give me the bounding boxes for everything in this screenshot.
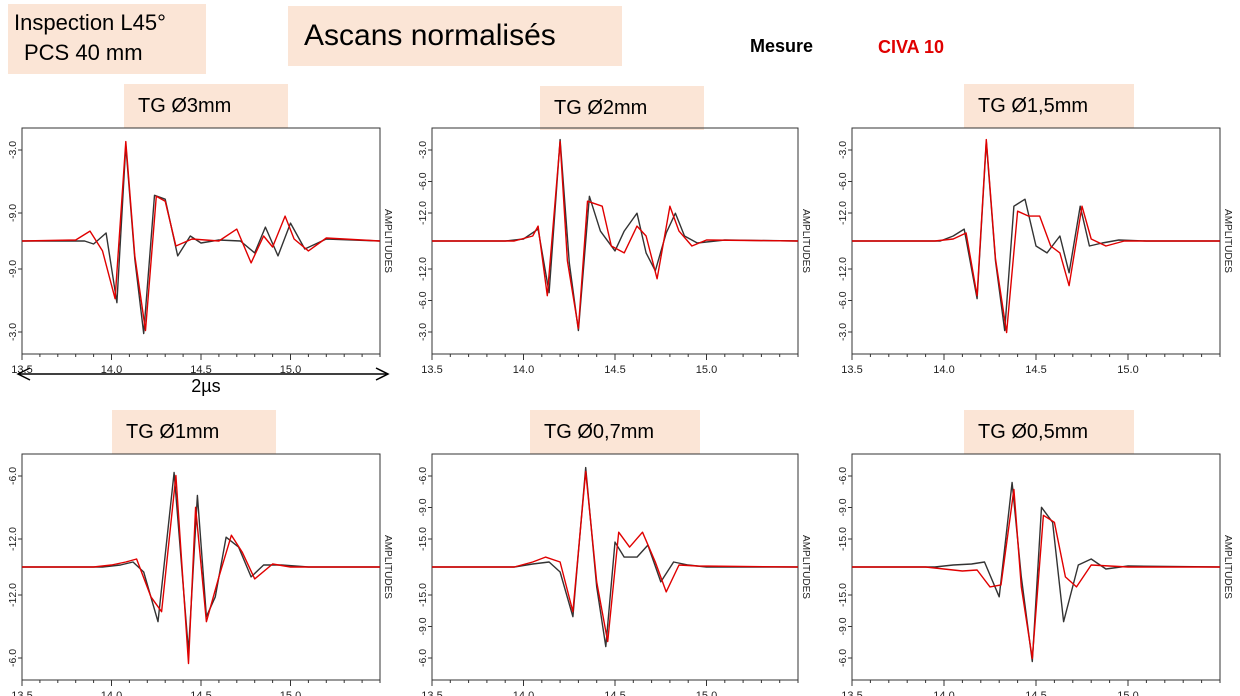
y-tick-label: -6.0 [7, 467, 19, 485]
y-tick-label: -12.0 [7, 583, 19, 607]
x-tick-label: 15.0 [696, 690, 717, 696]
y-axis-label: AMPLITUDES [382, 535, 393, 599]
y-tick-label: -15.0 [417, 527, 429, 551]
y-tick-label: -9.0 [837, 617, 849, 635]
series-line-mesure [432, 138, 799, 332]
duration-label: 2µs [191, 376, 220, 396]
x-tick-label: 13.5 [421, 364, 442, 376]
y-tick-label: -3.0 [837, 323, 849, 341]
ascan-plot-5: 13.5 14.0 14.5 15.0 -6.0 -9.0 -15.0 -15.0 -9.0 -6… [417, 453, 811, 696]
y-tick-label: -9.0 [417, 498, 429, 516]
y-tick-label: -15.0 [837, 527, 849, 551]
y-axis-label: AMPLITUDES [800, 209, 811, 273]
y-axis-label: AMPLITUDES [1222, 209, 1233, 273]
y-axis-label: AMPLITUDES [800, 535, 811, 599]
x-tick-label: 14.5 [1025, 364, 1046, 376]
x-tick-label: 14.0 [933, 690, 954, 696]
x-tick-label: 14.5 [604, 364, 625, 376]
series-line-civa [22, 474, 380, 665]
y-tick-label: -3.0 [7, 141, 19, 159]
plot-title-6: TG Ø0,5mm [964, 410, 1134, 454]
page-title: Ascans normalisés [288, 6, 622, 66]
series-line-civa [432, 140, 799, 330]
arrow-head-right [375, 367, 390, 381]
x-tick-label: 15.0 [280, 690, 301, 696]
x-tick-label: 15.0 [1117, 690, 1138, 696]
x-tick-label: 14.0 [101, 364, 122, 376]
y-tick-label: -9.0 [417, 617, 429, 635]
plot-title-3: TG Ø1,5mm [964, 84, 1134, 128]
y-tick-label: -6.0 [837, 467, 849, 485]
x-tick-label: 15.0 [1117, 364, 1138, 376]
arrow-head-left [16, 367, 31, 381]
series-line-civa [852, 488, 1220, 660]
x-tick-label: 14.5 [1025, 690, 1046, 696]
y-tick-label: -6.0 [7, 649, 19, 667]
inspection-line2: PCS 40 mm [24, 40, 143, 65]
x-tick-label: 14.0 [513, 690, 534, 696]
series-line-civa [852, 138, 1220, 334]
legend-measure: Mesure [750, 36, 814, 56]
series-line-mesure [432, 466, 798, 648]
x-tick-label: 14.5 [604, 690, 625, 696]
plot-title-5: TG Ø0,7mm [530, 410, 700, 454]
y-tick-label: -6.0 [837, 649, 849, 667]
ascan-plot-3: 13.5 14.0 14.5 15.0 -3.0 -6.0 -12.0 -12.0 -6.0 -3… [837, 127, 1233, 376]
y-axis-label: AMPLITUDES [1222, 535, 1233, 599]
y-tick-label: -15.0 [417, 583, 429, 607]
series-line-mesure [22, 471, 380, 653]
y-tick-label: -3.0 [417, 323, 429, 341]
ascan-plot-1: 13.5 14.0 14.5 15.0 -3.0 -9.0 -9.0 -3.0 AMPLITUD… [7, 127, 393, 376]
x-tick-label: 14.0 [513, 364, 534, 376]
y-tick-label: -9.0 [7, 260, 19, 278]
x-tick-label: 13.5 [11, 690, 32, 696]
x-tick-label: 14.0 [101, 690, 122, 696]
x-tick-label: 13.5 [421, 690, 442, 696]
series-line-mesure [852, 481, 1221, 663]
x-tick-label: 14.0 [933, 364, 954, 376]
y-axis-label: AMPLITUDES [382, 209, 393, 273]
y-tick-label: -6.0 [417, 291, 429, 309]
x-tick-label: 13.5 [11, 364, 32, 376]
y-tick-label: -12.0 [7, 527, 19, 551]
y-tick-label: -6.0 [837, 172, 849, 190]
ascan-plot-6: 13.5 14.0 14.5 15.0 -6.0 -9.0 -15.0 -15.0 -9.0 -6… [837, 453, 1233, 696]
plot-title-1: TG Ø3mm [124, 84, 288, 128]
duration-arrow: 2µs [16, 367, 390, 396]
y-tick-label: -12.0 [837, 201, 849, 225]
y-tick-label: -3.0 [7, 323, 19, 341]
y-tick-label: -6.0 [417, 172, 429, 190]
inspection-label: Inspection L45° PCS 40 mm [8, 4, 206, 74]
y-tick-label: -6.0 [417, 649, 429, 667]
x-tick-label: 13.5 [841, 690, 862, 696]
plot-title-2: TG Ø2mm [540, 86, 704, 130]
x-tick-label: 14.5 [190, 690, 211, 696]
y-tick-label: -6.0 [837, 291, 849, 309]
series-line-mesure [852, 140, 1220, 332]
y-tick-label: -12.0 [837, 257, 849, 281]
y-tick-label: -12.0 [417, 257, 429, 281]
y-tick-label: -3.0 [417, 141, 429, 159]
ascan-plot-4: 13.5 14.0 14.5 15.0 -6.0 -12.0 -12.0 -6.0 AMPLIT… [7, 453, 393, 696]
x-tick-label: 15.0 [280, 364, 301, 376]
y-tick-label: -9.0 [837, 498, 849, 516]
series-line-civa [432, 470, 799, 643]
plot-title-4: TG Ø1mm [112, 410, 276, 454]
y-tick-label: -9.0 [7, 204, 19, 222]
x-tick-label: 13.5 [841, 364, 862, 376]
y-tick-label: -6.0 [417, 467, 429, 485]
y-tick-label: -12.0 [417, 201, 429, 225]
ascan-plot-2: 13.5 14.0 14.5 15.0 -3.0 -6.0 -12.0 -12.0 -6.0 -3… [417, 127, 811, 376]
y-tick-label: -15.0 [837, 583, 849, 607]
inspection-line1: Inspection L45° [14, 10, 166, 35]
series-line-civa [21, 140, 381, 332]
legend-civa: CIVA 10 [878, 37, 945, 57]
series-line-mesure [22, 144, 381, 335]
x-tick-label: 14.5 [190, 364, 211, 376]
x-tick-label: 15.0 [696, 364, 717, 376]
y-tick-label: -3.0 [837, 141, 849, 159]
